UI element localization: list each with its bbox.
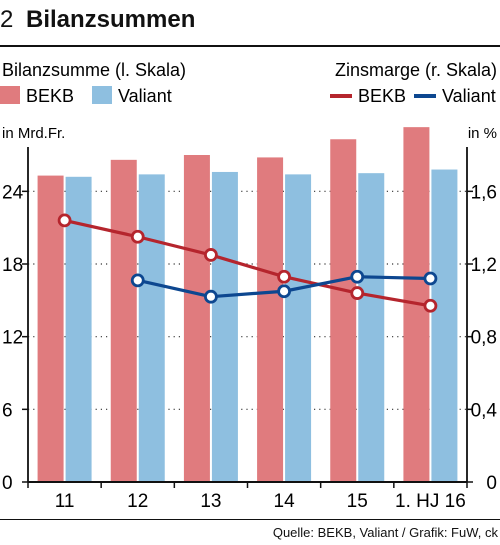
legend-swatch-bar-bekb — [0, 86, 20, 104]
left-tick-label: 6 — [2, 400, 13, 421]
title-bar: 2 Bilanzsummen — [0, 0, 500, 44]
bar-valiant — [285, 174, 312, 482]
point-valiant — [350, 269, 365, 284]
point-valiant — [277, 284, 291, 299]
bar-valiant — [211, 171, 238, 482]
bar-valiant — [138, 174, 165, 482]
point-bekb — [130, 229, 145, 244]
right-tick-label: 0,8 — [471, 328, 497, 349]
source-note: Quelle: BEKB, Valiant / Grafik: FuW, ck — [272, 525, 498, 540]
chart: Bilanzsumme (l. Skala) Zinsmarge (r. Skal… — [0, 60, 497, 512]
point-bekb — [350, 286, 365, 300]
right-tick-label: 1,6 — [471, 182, 497, 203]
chart-number: 2 — [0, 6, 14, 33]
left-axis-unit: in Mrd.Fr. — [2, 125, 65, 142]
point-bekb — [204, 248, 218, 262]
grid — [28, 190, 467, 410]
point-bekb — [423, 298, 438, 313]
title-rule — [0, 45, 500, 47]
point-bekb — [57, 213, 72, 228]
legend-heading-left: Bilanzsumme (l. Skala) — [2, 60, 186, 80]
point-bekb — [277, 269, 291, 284]
point-valiant — [130, 273, 145, 288]
legend-label-bar-bekb: BEKB — [26, 86, 74, 106]
lines — [57, 213, 438, 313]
legend-heading-right: Zinsmarge (r. Skala) — [335, 60, 497, 80]
left-tick-label: 12 — [2, 328, 23, 349]
legend: Bilanzsumme (l. Skala) Zinsmarge (r. Skal… — [0, 60, 497, 106]
point-valiant — [423, 271, 438, 286]
legend-label-line-bekb: BEKB — [358, 86, 406, 106]
axes: in Mrd.Fr. in % 0 6 12 18 24 0 0,4 0,8 1,2 1,6 11 12 1… — [2, 125, 497, 512]
footer-rule — [0, 519, 500, 520]
right-axis-unit: in % — [468, 125, 497, 142]
point-valiant — [204, 289, 218, 304]
bar-bekb — [110, 159, 137, 482]
right-tick-label: 0 — [486, 473, 497, 494]
bar-bekb — [330, 139, 357, 482]
x-tick-label: 14 — [274, 491, 296, 512]
right-tick-label: 0,4 — [471, 400, 498, 421]
bar-bekb — [183, 155, 210, 482]
right-tick-label: 1,2 — [471, 255, 497, 276]
x-tick-label: 1. HJ 16 — [395, 491, 466, 512]
x-tick-label: 12 — [127, 491, 148, 512]
bar-valiant — [358, 173, 385, 482]
x-tick-label: 11 — [55, 491, 75, 512]
left-tick-label: 18 — [2, 255, 23, 276]
x-tick-label: 13 — [200, 491, 221, 512]
legend-swatch-bar-valiant — [92, 86, 112, 104]
bar-bekb — [37, 175, 64, 483]
bar-bekb — [257, 157, 284, 482]
x-tick-label: 15 — [347, 491, 368, 512]
bars — [37, 127, 458, 483]
legend-label-bar-valiant: Valiant — [118, 86, 172, 106]
left-tick-label: 24 — [2, 182, 24, 203]
legend-label-line-valiant: Valiant — [442, 86, 496, 106]
left-tick-label: 0 — [2, 473, 13, 494]
line-bekb — [64, 218, 431, 308]
bar-valiant — [65, 176, 92, 483]
chart-title: Bilanzsummen — [26, 6, 196, 33]
bar-valiant — [431, 169, 458, 483]
